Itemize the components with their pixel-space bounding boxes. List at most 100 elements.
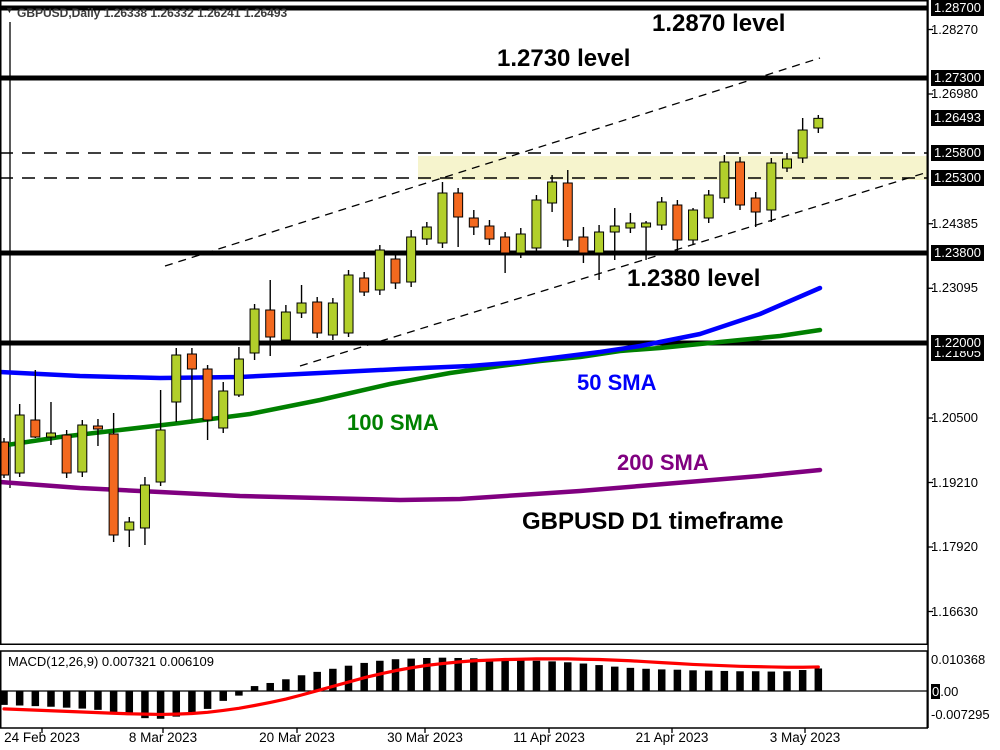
chart-title: GBPUSD,Daily 1.26338 1.26332 1.26241 1.2… (17, 6, 288, 20)
macd-histogram-bar (94, 691, 102, 710)
macd-histogram-bar (156, 691, 165, 719)
bull-candle-body (656, 201, 667, 226)
macd-histogram-bar (235, 691, 243, 696)
sma200-line (0, 467, 823, 503)
macd-histogram-bar (517, 660, 525, 691)
bull-candle-body (374, 249, 385, 291)
macd-histogram-bar (172, 691, 181, 717)
price-axis-badge: 1.25800 (931, 145, 984, 161)
bull-candle-body (45, 432, 56, 438)
bull-candle-body (766, 162, 777, 211)
bull-candle-body (609, 225, 620, 233)
bear-candle-body (750, 197, 761, 213)
macd-histogram-bar (282, 679, 290, 691)
price-axis-badge: 1.26493 (931, 110, 984, 127)
date-axis-label: 21 Apr 2023 (635, 730, 709, 745)
bull-candle-body (218, 390, 229, 429)
macd-histogram-bar (657, 669, 666, 691)
macd-histogram-bar (564, 662, 572, 691)
bull-candle-body (437, 192, 448, 244)
date-axis-label: 20 Mar 2023 (259, 730, 335, 745)
macd-histogram-bar (329, 668, 337, 691)
price-axis-badge: 1.23800 (931, 245, 984, 261)
macd-histogram-bar (250, 686, 259, 691)
macd-histogram-bar (344, 665, 353, 691)
main-chart-border (0, 0, 928, 645)
annotation-level-2870: 1.2870 level (652, 10, 786, 37)
bear-candle-body (108, 433, 119, 536)
bear-candle-body (672, 204, 683, 241)
price-axis-badge: 1.22000 (931, 335, 984, 351)
macd-axis-label: 0.00 (931, 684, 958, 700)
bull-candle-body (421, 226, 432, 240)
macd-histogram-bar (438, 657, 447, 691)
macd-histogram-bar (751, 671, 760, 691)
bull-candle-body (280, 311, 291, 341)
price-axis-label: 1.26980 (931, 86, 978, 101)
macd-histogram-bar (454, 657, 462, 691)
bear-candle-body (61, 434, 72, 474)
bear-candle-body (92, 425, 103, 430)
bull-candle-body (531, 199, 542, 249)
bear-candle-body (735, 161, 746, 206)
bull-candle-body (343, 274, 354, 334)
macd-histogram-bar (642, 668, 650, 691)
macd-histogram-bar (798, 670, 807, 691)
bear-candle-body (500, 236, 511, 254)
bear-candle-body (202, 368, 213, 421)
macd-histogram-bar (78, 691, 87, 709)
bull-candle-body (327, 302, 338, 336)
bull-candle-body (594, 231, 605, 254)
macd-histogram-bar (767, 671, 776, 691)
annotation-level-2730: 1.2730 level (497, 45, 631, 72)
bear-candle-body (265, 309, 276, 338)
macd-indicator-header: MACD(12,26,9) 0.007321 0.006109 (8, 654, 214, 669)
bull-candle-body (625, 222, 636, 229)
bear-candle-body (359, 277, 370, 293)
macd-histogram-bar (673, 669, 682, 691)
bull-candle-body (719, 161, 730, 199)
bull-candle-body (406, 236, 417, 283)
bear-candle-body (484, 225, 495, 240)
macd-histogram-bar (501, 659, 509, 691)
chart-dropdown-icon[interactable]: ▼ (5, 5, 14, 15)
bear-candle-body (453, 192, 464, 218)
bear-candle-body (578, 236, 589, 254)
bear-candle-body (0, 441, 9, 476)
macd-histogram-bar (31, 691, 40, 707)
macd-histogram-bar (109, 691, 118, 712)
bear-candle-body (562, 182, 573, 241)
bear-candle-body (30, 419, 41, 438)
macd-histogram-bar (485, 658, 494, 691)
bull-candle-body (797, 129, 808, 159)
macd-histogram-bar (391, 659, 400, 691)
annotation-sma100: 100 SMA (347, 410, 439, 435)
date-axis-label: 24 Feb 2023 (4, 730, 80, 745)
bull-candle-body (14, 414, 25, 474)
macd-axis-label-text: .00 (940, 684, 959, 699)
bull-candle-body (124, 521, 135, 531)
trendline (164, 57, 821, 267)
price-axis-badge: 1.27300 (931, 70, 984, 86)
annotation-timeframe-note: GBPUSD D1 timeframe (522, 508, 784, 535)
price-axis-badge: 1.28700 (931, 0, 984, 16)
macd-histogram-bar (47, 691, 55, 707)
price-axis-label: 1.17920 (931, 539, 978, 554)
price-axis-label: 1.23095 (931, 280, 978, 296)
macd-histogram-bar (297, 675, 306, 691)
macd-histogram-bar (62, 691, 71, 708)
macd-histogram-bar (579, 663, 588, 691)
sma50-line (0, 285, 823, 381)
price-axis-label: 1.19210 (931, 474, 978, 490)
bull-candle-body (515, 233, 526, 254)
macd-histogram-bar (15, 691, 24, 706)
macd-histogram-bar (736, 671, 744, 691)
date-axis-label: 11 Apr 2023 (513, 730, 585, 745)
price-axis-label: 1.16630 (931, 603, 978, 619)
macd-axis-label: -0.007295 (931, 706, 990, 722)
price-axis-badge: 1.25300 (931, 170, 984, 186)
macd-histogram-bar (125, 691, 134, 716)
bull-candle-body (547, 181, 558, 204)
